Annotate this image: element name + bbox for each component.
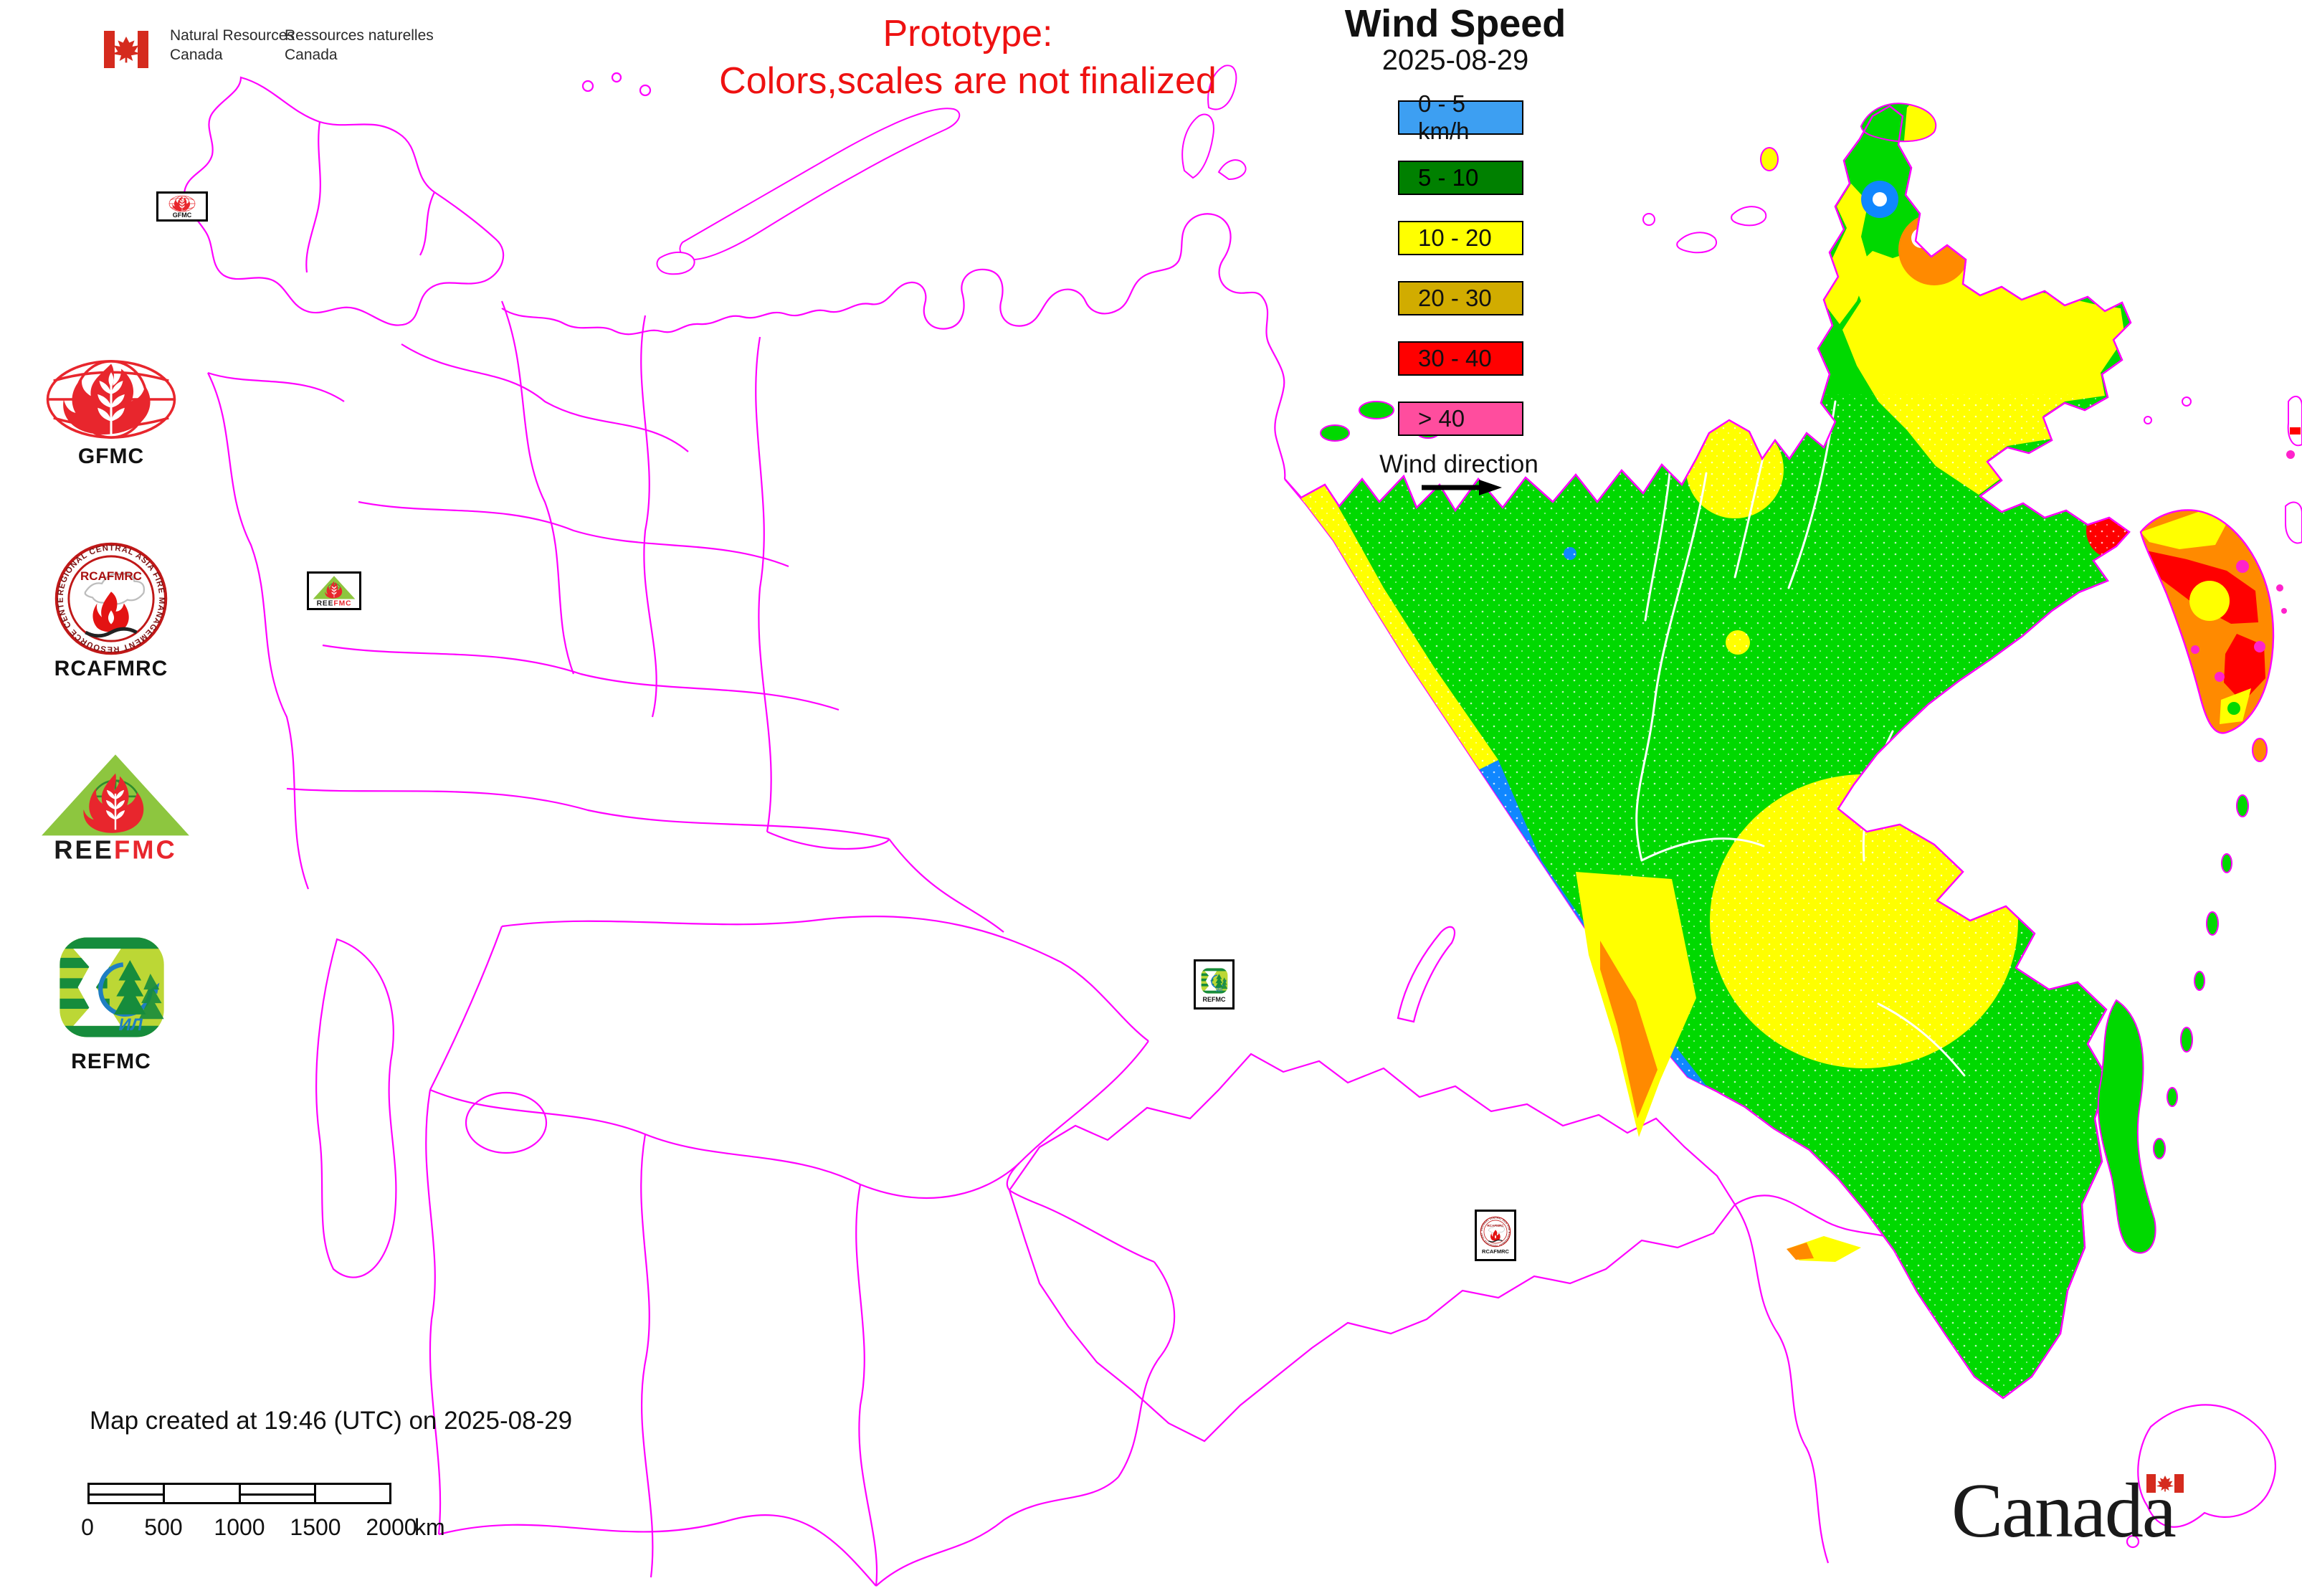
rcafmrc-label: RCAFMRC (54, 657, 168, 680)
wind-direction-label: Wind direction (1379, 450, 1538, 478)
dept-name-fr: Ressources naturelles Canada (285, 26, 434, 65)
western-borders (183, 72, 2031, 1587)
legend-swatch-10-20: 10 - 20 (1398, 221, 1523, 255)
gfmc-label: GFMC (77, 445, 145, 468)
prototype-line1: Prototype: (883, 13, 1053, 54)
refmc-mini-icon (1200, 966, 1229, 995)
prototype-line2: Colors,scales are not finalized (719, 60, 1217, 102)
legend-date: 2025-08-29 (1381, 44, 1529, 76)
refmc-logo-icon (54, 931, 169, 1044)
refmc-label: REFMC (71, 1050, 151, 1073)
map-marker-reefmc (307, 571, 361, 610)
sakhalin (2097, 999, 2156, 1254)
legend-swatch-5-10: 5 - 10 (1398, 161, 1523, 195)
legend-label-40plus: > 40 (1418, 405, 1465, 432)
map-marker-refmc: REFMC (1194, 959, 1235, 1010)
wordmark-flag-icon (2146, 1474, 2184, 1493)
map-marker-gfmc: GFMC (156, 191, 208, 222)
legend-label-20-30: 20 - 30 (1418, 285, 1492, 311)
map-marker-refmc-label: REFMC (1202, 995, 1226, 1003)
scale-tick-2000: 2000 (366, 1514, 417, 1540)
wind-spot-orange-chukotka (1898, 214, 1970, 285)
map-marker-rcafmrc-label: RCAFMRC (1482, 1248, 1509, 1255)
reefmc-logo-icon (36, 749, 195, 865)
legend-label-5-10: 5 - 10 (1418, 164, 1479, 191)
hokkaido-outline (2126, 1404, 2276, 1549)
legend-title: Wind Speed (1344, 2, 1566, 45)
scale-tick-1500: 1500 (290, 1514, 341, 1540)
legend-label-0-5: 0 - 5 km/h (1418, 90, 1470, 144)
legend-swatch-30-40: 30 - 40 (1398, 341, 1523, 376)
canada-flag-icon (104, 31, 148, 68)
bering-fragments (2144, 395, 2302, 544)
scale-tick-500: 500 (144, 1514, 183, 1540)
scale-seg-1 (90, 1485, 163, 1502)
dept-name-en: Natural Resources Canada (170, 26, 295, 65)
scale-tick-1000: 1000 (214, 1514, 265, 1540)
kamchatka (2139, 509, 2287, 734)
canada-wordmark: Canada (1951, 1468, 2177, 1554)
scale-tick-0: 0 (81, 1514, 94, 1540)
dept-fr-line2: Canada (285, 47, 338, 63)
map-marker-gfmc-label: GFMC (172, 211, 192, 219)
scale-seg-3 (238, 1485, 314, 1502)
arctic-islands (656, 65, 1767, 275)
scale-bar (87, 1483, 391, 1504)
legend-swatch-20-30: 20 - 30 (1398, 281, 1523, 315)
reefmc-mini-icon (310, 574, 358, 607)
legend-swatch-40plus: > 40 (1398, 402, 1523, 436)
dept-fr-line1: Ressources naturelles (285, 27, 434, 44)
dept-en-line2: Canada (170, 47, 223, 63)
prototype-notice: Prototype: Colors,scales are not finaliz… (645, 10, 1290, 105)
wind-direction-arrow-icon (1422, 480, 1502, 495)
map-created-text: Map created at 19:46 (UTC) on 2025-08-29 (90, 1407, 573, 1435)
legend-label-10-20: 10 - 20 (1418, 224, 1492, 251)
legend-swatch-0-5: 0 - 5 km/h (1398, 90, 1523, 144)
scale-seg-2 (163, 1485, 238, 1502)
wind-region-overlays (1285, 181, 2131, 1398)
gfmc-logo-icon (43, 357, 179, 442)
kuril-islands (2153, 738, 2268, 1159)
rcafmrc-mini-icon (1480, 1216, 1511, 1248)
rcafmrc-logo-icon (53, 541, 169, 657)
scale-unit: km (414, 1514, 445, 1540)
scale-seg-4 (313, 1485, 389, 1502)
gfmc-mini-icon (163, 195, 201, 212)
map-marker-rcafmrc: RCAFMRC (1475, 1210, 1516, 1261)
dept-en-line1: Natural Resources (170, 27, 295, 44)
legend-label-30-40: 30 - 40 (1418, 345, 1492, 371)
